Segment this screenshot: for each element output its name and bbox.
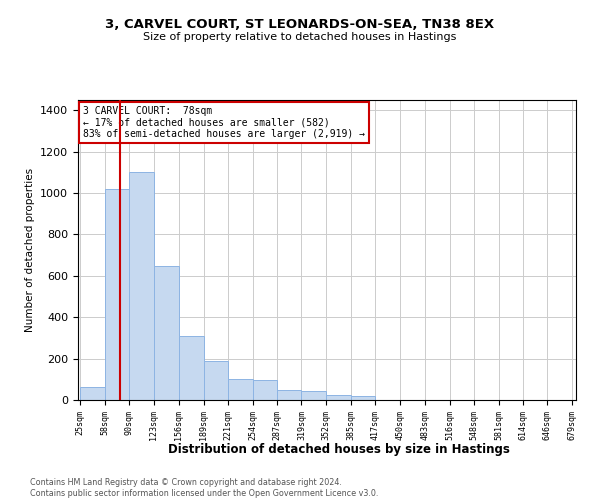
Bar (253, 380, 277, 400)
Text: Size of property relative to detached houses in Hastings: Size of property relative to detached ho… (143, 32, 457, 42)
Y-axis label: Number of detached properties: Number of detached properties (25, 168, 35, 332)
Bar (154, 266, 179, 400)
Bar (129, 172, 154, 400)
Bar (179, 336, 203, 400)
Text: Contains HM Land Registry data © Crown copyright and database right 2024.
Contai: Contains HM Land Registry data © Crown c… (30, 478, 379, 498)
Bar (277, 390, 301, 400)
Bar (301, 390, 326, 400)
Bar (105, 189, 129, 400)
Text: 3 CARVEL COURT:  78sqm
← 17% of detached houses are smaller (582)
83% of semi-de: 3 CARVEL COURT: 78sqm ← 17% of detached … (83, 106, 365, 139)
Text: Distribution of detached houses by size in Hastings: Distribution of detached houses by size … (168, 442, 510, 456)
Text: 3, CARVEL COURT, ST LEONARDS-ON-SEA, TN38 8EX: 3, CARVEL COURT, ST LEONARDS-ON-SEA, TN3… (106, 18, 494, 30)
Bar (80, 386, 105, 400)
Bar (228, 380, 253, 400)
Bar (326, 395, 351, 400)
Bar (203, 360, 228, 400)
Bar (351, 396, 375, 400)
